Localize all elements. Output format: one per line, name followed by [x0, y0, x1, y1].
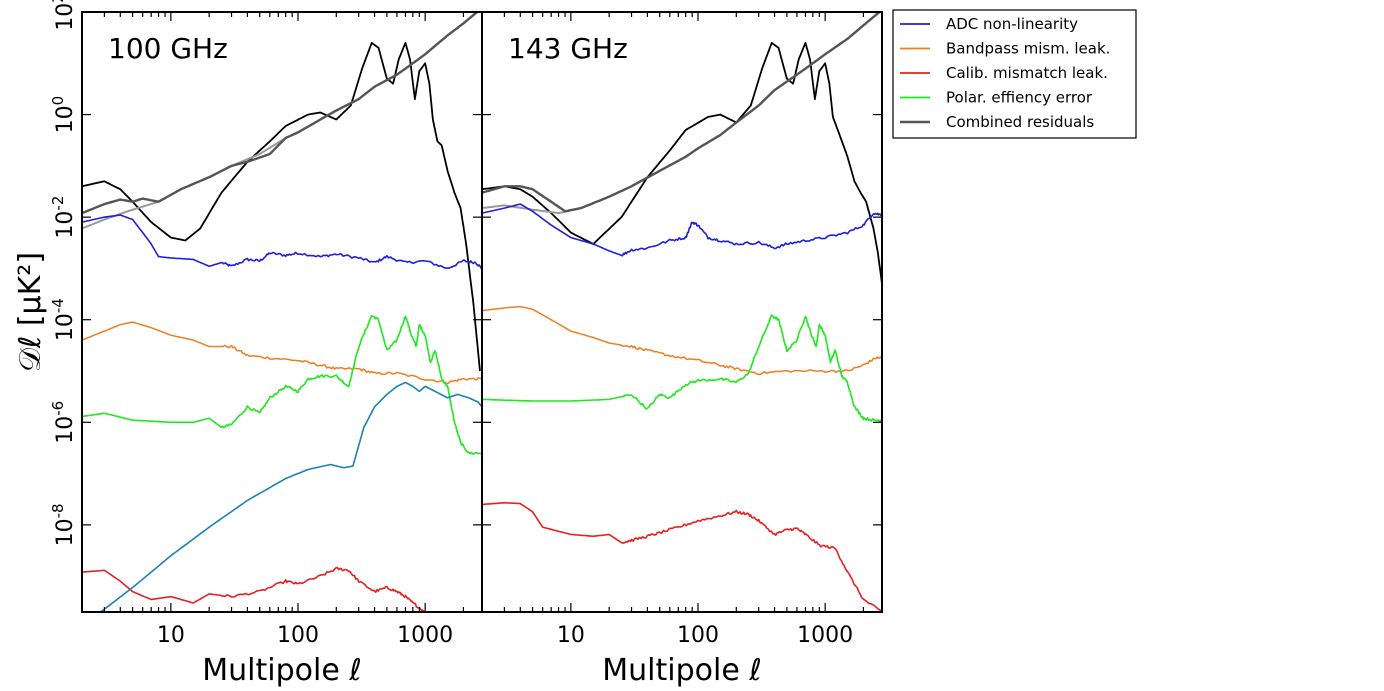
- x-tick-label-10-143-ghz: 10: [557, 623, 585, 648]
- plot-frame-143ghz: [481, 11, 883, 613]
- panel-100ghz: 10 100 1000 100 GHz: [81, 11, 483, 648]
- x-axis-title-100ghz: Multipole ℓ: [202, 653, 361, 688]
- x-tick-label-10-100-ghz: 10: [157, 623, 185, 648]
- y-tick-label-1e-6: 10-6: [49, 401, 78, 444]
- legend-box: [892, 9, 1137, 139]
- series-bandpass-mism-leak-100-ghz: [82, 321, 482, 385]
- x-tick-label-1000-100-ghz: 1000: [397, 623, 453, 648]
- legend-label-calib-mismatch-leak: Calib. mismatch leak.: [946, 64, 1108, 82]
- series-adc-non-linearity-143-ghz: [482, 203, 882, 257]
- series-bandpass-mism-leak-143-ghz: [482, 305, 882, 376]
- series-combined-residuals-100-ghz: [82, 12, 479, 215]
- series-adc-non-linearity-100-ghz: [82, 214, 482, 270]
- panel-title-100ghz: 100 GHz: [108, 32, 228, 65]
- y-tick-label-1e-8: 10-8: [49, 503, 78, 546]
- series-group-143ghz: [482, 12, 882, 612]
- series-calib-mismatch-leak-143-ghz: [482, 501, 882, 612]
- series-polar-effiency-error-143-ghz: [482, 314, 882, 423]
- y-tick-label-1e2: 102: [49, 0, 78, 31]
- x-tick-label-100-100-ghz: 100: [277, 623, 319, 648]
- series-model-bb-100-ghz: [100, 381, 482, 612]
- series-calib-mismatch-leak-100-ghz: [82, 566, 426, 612]
- ticks-143ghz: 10 100 1000: [481, 11, 882, 648]
- series-group-100ghz: [82, 12, 482, 612]
- x-tick-label-1000-143-ghz: 1000: [797, 623, 853, 648]
- series-model-143-ghz: [482, 42, 882, 285]
- series-model-100-ghz: [82, 42, 481, 372]
- legend-label-adc-non-linearity: ADC non-linearity: [946, 15, 1078, 33]
- panel-title-143ghz: 143 GHz: [508, 32, 628, 65]
- legend: ADC non-linearity Bandpass mism. leak. Cal…: [892, 9, 1137, 139]
- series-polar-effiency-error-100-ghz: [82, 314, 482, 455]
- panel-143ghz: 10 100 1000 143 GHz: [481, 11, 883, 648]
- x-axis-title-143ghz: Multipole ℓ: [602, 653, 761, 688]
- y-tick-label-1e-2: 10-2: [49, 196, 78, 239]
- x-tick-label-100-143-ghz: 100: [677, 623, 719, 648]
- ticks-100ghz: 10 100 1000: [81, 11, 482, 648]
- legend-label-bandpass-mism-leak: Bandpass mism. leak.: [946, 40, 1110, 58]
- y-tick-label-1e-4: 10-4: [49, 298, 78, 341]
- legend-label-combined-residuals: Combined residuals: [946, 113, 1094, 131]
- y-axis-title: 𝒟ℓ [μK²]: [13, 252, 48, 372]
- plot-frame-100ghz: [81, 11, 483, 613]
- y-tick-label-1e0: 100: [49, 96, 78, 134]
- series-combined-residuals-143-ghz: [482, 12, 882, 213]
- legend-label-polar-effiency-error: Polar. effiency error: [946, 89, 1093, 107]
- y-tick-labels: 102 100 10-2 10-4 10-6 10-8: [49, 0, 78, 546]
